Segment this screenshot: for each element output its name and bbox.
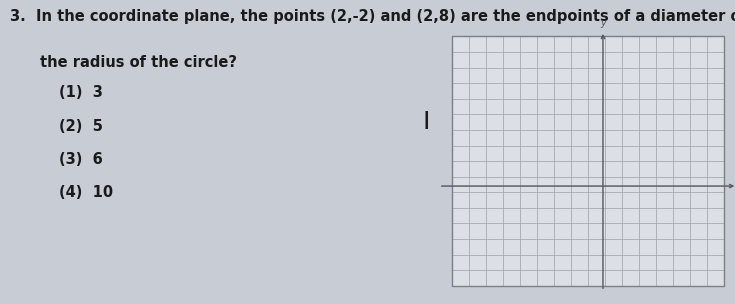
Text: I: I (423, 110, 430, 133)
Text: (4)  10: (4) 10 (59, 185, 113, 200)
Text: (3)  6: (3) 6 (59, 152, 103, 167)
Text: (1)  3: (1) 3 (59, 85, 103, 100)
Text: y: y (600, 18, 606, 28)
Bar (452, 36, 724, 286)
Text: (2)  5: (2) 5 (59, 119, 103, 133)
Text: the radius of the circle?: the radius of the circle? (40, 55, 237, 70)
Text: 3.  In the coordinate plane, the points (2,-2) and (2,8) are the endpoints of a : 3. In the coordinate plane, the points (… (10, 9, 735, 24)
Bar (452, 36, 724, 286)
